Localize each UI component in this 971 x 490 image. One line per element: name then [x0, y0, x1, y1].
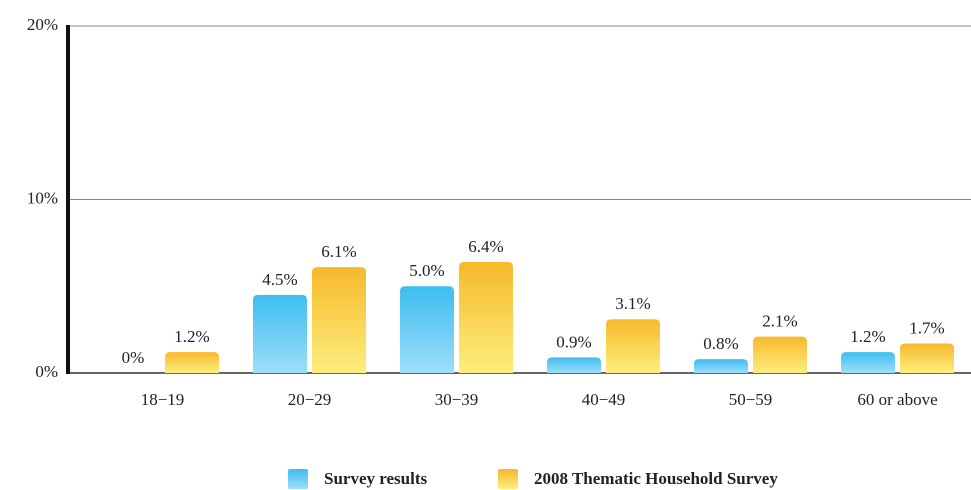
bar — [547, 357, 601, 373]
value-label: 1.2% — [174, 327, 209, 346]
bar — [253, 294, 307, 373]
legend-label: Survey results — [324, 469, 427, 488]
value-label: 6.1% — [321, 242, 356, 261]
x-tick-label: 18−19 — [141, 390, 185, 409]
value-label: 6.4% — [468, 237, 503, 256]
bar — [694, 359, 748, 373]
legend-swatch — [498, 469, 518, 489]
bar — [900, 343, 954, 373]
value-label: 0.8% — [703, 334, 738, 353]
bar — [606, 319, 660, 373]
value-label: 0% — [122, 348, 145, 367]
legend-label: 2008 Thematic Household Survey — [534, 469, 778, 488]
bar — [459, 261, 513, 373]
bar — [400, 286, 454, 373]
x-tick-label: 60 or above — [857, 390, 937, 409]
value-label: 0.9% — [556, 332, 591, 351]
bar — [753, 336, 807, 373]
x-tick-label: 20−29 — [288, 390, 332, 409]
y-tick-label: 20% — [27, 15, 58, 34]
bar — [312, 267, 366, 373]
bar — [165, 352, 219, 373]
x-tick-label: 30−39 — [435, 390, 479, 409]
x-tick-label: 40−49 — [582, 390, 626, 409]
y-tick-label: 10% — [27, 188, 58, 207]
value-label: 1.2% — [850, 327, 885, 346]
value-label: 2.1% — [762, 311, 797, 330]
bar — [841, 352, 895, 373]
legend-swatch — [288, 469, 308, 489]
value-label: 1.7% — [909, 318, 944, 337]
value-label: 4.5% — [262, 270, 297, 289]
y-tick-label: 0% — [35, 362, 58, 381]
value-label: 3.1% — [615, 294, 650, 313]
value-label: 5.0% — [409, 261, 444, 280]
x-tick-label: 50−59 — [729, 390, 773, 409]
